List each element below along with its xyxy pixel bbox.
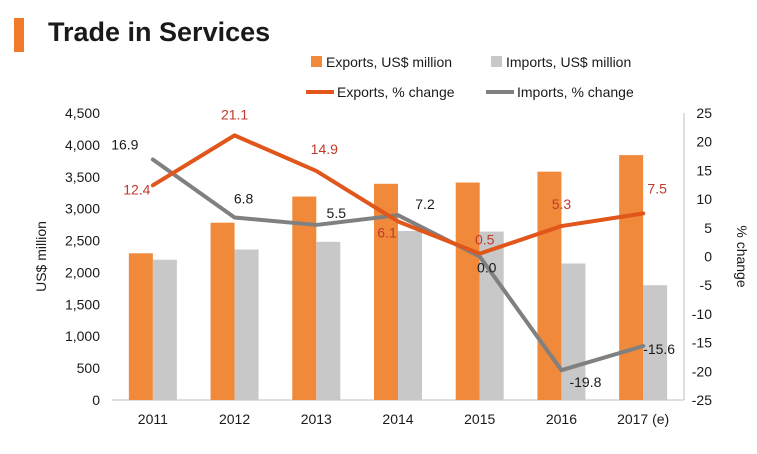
y2-tick-label: 20 (696, 134, 712, 150)
y2-tick-label: 25 (696, 105, 712, 121)
legend-exports-line-label: Exports, % change (337, 84, 455, 100)
page-title: Trade in Services (48, 17, 271, 47)
y-tick-label: 500 (77, 360, 101, 376)
y-tick-label: 3,000 (65, 201, 100, 217)
imports-bar (152, 259, 177, 400)
exports-change-label: 14.9 (311, 141, 338, 157)
imports-change-label: -19.8 (569, 374, 601, 390)
imports-change-label: 0.0 (477, 260, 497, 276)
exports-change-label: 0.5 (475, 232, 495, 248)
exports-bar (619, 155, 644, 400)
exports-change-label: 6.1 (377, 224, 397, 240)
legend-imports-bar-swatch (491, 56, 502, 67)
x-tick-label: 2012 (219, 411, 250, 427)
y-tick-label: 2,000 (65, 264, 100, 280)
y-tick-label: 1,000 (65, 328, 100, 344)
exports-change-label: 5.3 (552, 196, 572, 212)
y2-tick-label: 5 (704, 220, 712, 236)
y2-tick-label: 15 (696, 162, 712, 178)
y2-tick-label: -15 (692, 335, 712, 351)
imports-bar (643, 285, 668, 400)
imports-bar (234, 249, 259, 400)
legend-exports-bar-label: Exports, US$ million (326, 54, 452, 70)
y-tick-label: 0 (92, 392, 100, 408)
y-tick-label: 1,500 (65, 296, 100, 312)
y-tick-label: 4,500 (65, 105, 100, 121)
y2-tick-label: -25 (692, 392, 712, 408)
x-tick-label: 2015 (464, 411, 495, 427)
y2-tick-label: 0 (704, 249, 712, 265)
imports-change-label: 7.2 (415, 196, 435, 212)
x-tick-label: 2013 (301, 411, 332, 427)
imports-change-label: 6.8 (234, 190, 254, 206)
imports-bar (398, 230, 422, 400)
y2-tick-label: -5 (700, 277, 713, 293)
exports-bar (128, 253, 153, 400)
x-tick-label: 2017 (e) (617, 411, 669, 427)
legend-imports-line-label: Imports, % change (517, 84, 634, 100)
exports-change-line (150, 133, 646, 256)
y2-tick-label: -10 (692, 306, 712, 322)
exports-change-label: 12.4 (123, 181, 150, 197)
exports-bar (210, 222, 235, 400)
y-tick-label: 2,500 (65, 233, 100, 249)
exports-bar (455, 182, 480, 400)
imports-change-label: 5.5 (327, 205, 347, 221)
y-tick-label: 3,500 (65, 169, 100, 185)
x-tick-label: 2014 (382, 411, 413, 427)
imports-bar (561, 263, 586, 400)
y2-axis-title: % change (734, 225, 750, 287)
legend-exports-bar-swatch (311, 56, 322, 67)
imports-bar (479, 231, 504, 400)
x-tick-label: 2016 (546, 411, 577, 427)
imports-change-label: 16.9 (111, 136, 138, 152)
imports-change-label: -15.6 (643, 341, 675, 357)
imports-bar (316, 241, 341, 400)
exports-bar (292, 196, 317, 400)
y2-tick-label: -20 (692, 363, 712, 379)
imports-change-line (150, 157, 646, 373)
exports-change-label: 7.5 (647, 180, 667, 196)
y2-tick-label: 10 (696, 191, 712, 207)
legend-imports-bar-label: Imports, US$ million (506, 54, 631, 70)
exports-change-label: 21.1 (221, 106, 248, 122)
y-axis-title: US$ million (33, 221, 49, 292)
x-tick-label: 2011 (138, 411, 168, 427)
title-accent-bar (14, 18, 24, 52)
y-tick-label: 4,000 (65, 137, 100, 153)
